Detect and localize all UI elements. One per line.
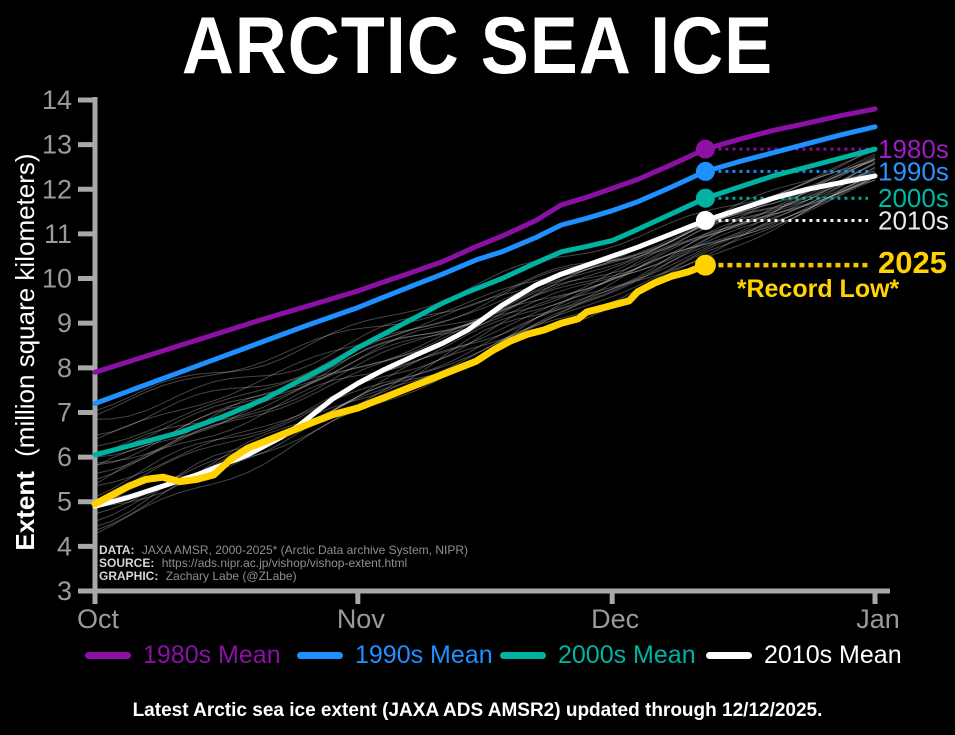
credits-block: DATA: JAXA AMSR, 2000-2025* (Arctic Data… [99,543,468,583]
x-tick-label: Dec [591,604,639,634]
y-tick-label: 3 [57,576,72,606]
endpoint-dot-1980s [695,139,715,159]
legend-item-1980s: 1980s Mean [85,640,281,670]
background-year-line [94,170,876,485]
y-tick-label: 10 [42,264,72,294]
end-label-2000s: 2000s [878,183,949,213]
endpoint-dot-1990s [695,161,715,181]
endpoint-dot-2010s [695,211,715,231]
series-endpoint-dots [694,139,716,276]
series-lines [91,106,878,509]
legend-label-2000s: 2000s Mean [558,640,696,669]
legend-label-1980s: 1980s Mean [143,640,281,669]
legend-label-2010s: 2010s Mean [764,640,902,669]
y-tick-label: 12 [42,174,72,204]
y-tick-label: 6 [57,442,72,472]
background-year-line [94,179,876,502]
background-year-line [94,155,876,481]
y-tick-label: 5 [57,487,72,517]
y-axis-label-bold: Extent [10,471,40,551]
end-label-1980s: 1980s [878,134,949,164]
y-tick-label: 9 [57,308,72,338]
legend-swatch-1990s [297,651,343,659]
legend-label-1990s: 1990s Mean [355,640,493,669]
credit-graphic-line: GRAPHIC: Zachary Labe (@ZLabe) [99,569,297,583]
y-axis-label-rest: (million square kilometers) [10,153,40,456]
legend-item-2010s: 2010s Mean [706,640,902,670]
end-label-1990s: 1990s [878,156,949,186]
end-label-2025: 2025 [878,245,947,280]
y-tick-label: 14 [42,85,72,115]
y-tick-label: 8 [57,353,72,383]
legend-item-1990s: 1990s Mean [297,640,493,670]
legend-swatch-2010s [706,651,752,659]
endpoint-dot-2000s [695,188,715,208]
background-year-line [94,147,876,475]
series-line-1980s [92,106,878,375]
x-tick-label: Oct [77,604,120,634]
x-tick-label: Jan [856,604,900,634]
background-year-line [94,163,876,498]
credit-source-line: SOURCE: https://ads.nipr.ac.jp/vishop/vi… [99,556,407,570]
background-year-line [94,167,876,420]
legend-item-2000s: 2000s Mean [500,640,696,670]
series-line-2025 [91,261,709,508]
background-year-line [94,150,876,412]
end-label-2010s: 2010s [878,206,949,236]
record-low-annotation: *Record Low* [737,275,900,303]
series-line-1990s [92,124,878,406]
y-tick-label: 4 [57,531,72,561]
background-year-line [94,176,876,458]
y-tick-label: 7 [57,397,72,427]
background-year-line [94,177,876,503]
legend-swatch-2000s [500,651,546,659]
legend-swatch-1980s [85,651,131,659]
credit-data-line: DATA: JAXA AMSR, 2000-2025* (Arctic Data… [99,543,468,557]
chart-legend: 1980s Mean 1990s Mean 2000s Mean 2010s M… [0,640,955,674]
x-tick-label: Nov [337,604,386,634]
chart-title: ARCTIC SEA ICE [181,1,774,92]
background-year-line [94,176,876,487]
y-tick-label: 11 [44,219,72,249]
y-axis-label: Extent (million square kilometers) [10,153,40,550]
endpoint-dot-2025 [694,254,716,276]
background-year-line [94,175,876,515]
background-year-line [94,157,876,509]
background-year-line [94,162,876,436]
series-line-2000s [92,146,878,458]
y-tick-label: 13 [42,130,72,160]
background-year-line [94,176,876,417]
leader-dotted-lines [718,147,868,268]
series-line-2010s [92,173,878,509]
update-caption: Latest Arctic sea ice extent (JAXA ADS A… [132,700,823,721]
axes: 3 4 5 6 7 8 9 10 11 12 13 14 Oct Nov Dec Jan [42,85,900,634]
